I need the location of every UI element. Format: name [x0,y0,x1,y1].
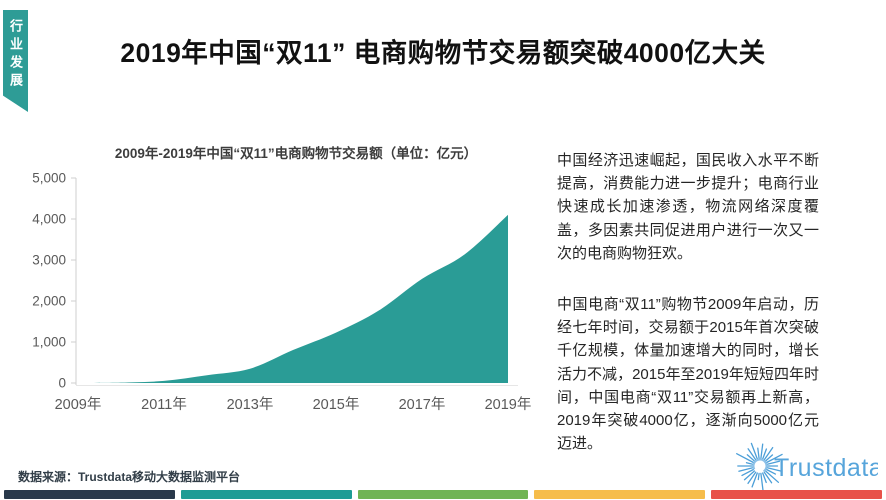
sunburst-ray [762,448,768,460]
sunburst-ray [743,470,756,481]
sunburst-ray [760,443,764,460]
section-ribbon: 行业发展 [3,10,28,112]
sunburst-ray [764,470,780,483]
trustdata-logo-svg: Trustdata [736,442,883,493]
gmv-area-series [78,214,508,383]
x-tick-label: 2009年 [55,396,102,413]
sunburst-ray [766,467,783,472]
sunburst-ray [764,454,774,462]
section-ribbon-label: 行业发展 [8,19,23,91]
footer-color-bar-segment [180,490,352,499]
sunburst-ray [762,472,767,484]
sunburst-ray [736,453,755,464]
y-tick-label: 1,000 [32,335,66,350]
x-tick-label: 2015年 [313,396,360,413]
footer-color-bar-segment [4,490,175,499]
sunburst-ray [751,472,758,488]
x-tick-label: 2017年 [399,396,446,413]
sunburst-icon [736,442,783,493]
page-title: 2019年中国“双11” 电商购物节交易额突破4000亿大关 [120,38,766,68]
data-source-label: 数据来源：Trustdata移动大数据监测平台 [18,470,241,484]
y-tick-label: 2,000 [32,294,66,309]
y-tick-label: 0 [58,376,66,391]
sunburst-ray [745,462,754,465]
footer-color-bars [4,490,882,499]
sunburst-ray [747,471,757,485]
y-tick-label: 3,000 [32,253,66,268]
sunburst-ray [746,454,756,462]
x-tick-label: 2019年 [485,396,532,413]
x-tick-label: 2011年 [141,396,187,413]
commentary-block: 中国经济迅速崛起，国民收入水平不断提高，消费能力进一步提升；电商行业快速成长加速… [557,149,819,455]
sunburst-ray [766,460,781,465]
sunburst-ray [763,471,773,484]
footer-color-bar-segment [534,490,706,499]
x-tick-label: 2013年 [227,396,274,413]
area-chart: 0 1,000 2,000 3,000 4,000 5,000 2009年 2011年 2013… [18,166,538,421]
sunburst-ray [763,446,774,461]
sunburst-ray [747,448,757,461]
commentary-paragraph-1: 中国经济迅速崛起，国民收入水平不断提高，消费能力进一步提升；电商行业快速成长加速… [557,152,819,262]
trustdata-logo: Trustdata [733,437,883,493]
chart-svg: 0 1,000 2,000 3,000 4,000 5,000 2009年 2011年 2013… [32,171,532,414]
sunburst-ray [750,442,758,460]
sunburst-ray [757,447,760,460]
sunburst-ray [765,468,777,475]
footer-color-bar-segment [711,490,882,499]
sunburst-ray [760,472,764,493]
sunburst-ray [765,453,783,464]
sunburst-ray [741,468,755,477]
y-tick-label: 5,000 [32,171,66,186]
trustdata-wordmark: Trustdata [774,454,878,482]
commentary-paragraph-2: 中国电商“双11”购物节2009年启动，历经七年时间，交易额于2015年首次突破… [557,296,819,453]
y-tick-label: 4,000 [32,212,66,227]
sunburst-ray [757,472,760,481]
footer-color-bar-segment [357,490,529,499]
sunburst-ray [738,467,754,472]
chart-title: 2009年-2019年中国“双11”电商购物节交易额（单位：亿元） [114,146,478,161]
